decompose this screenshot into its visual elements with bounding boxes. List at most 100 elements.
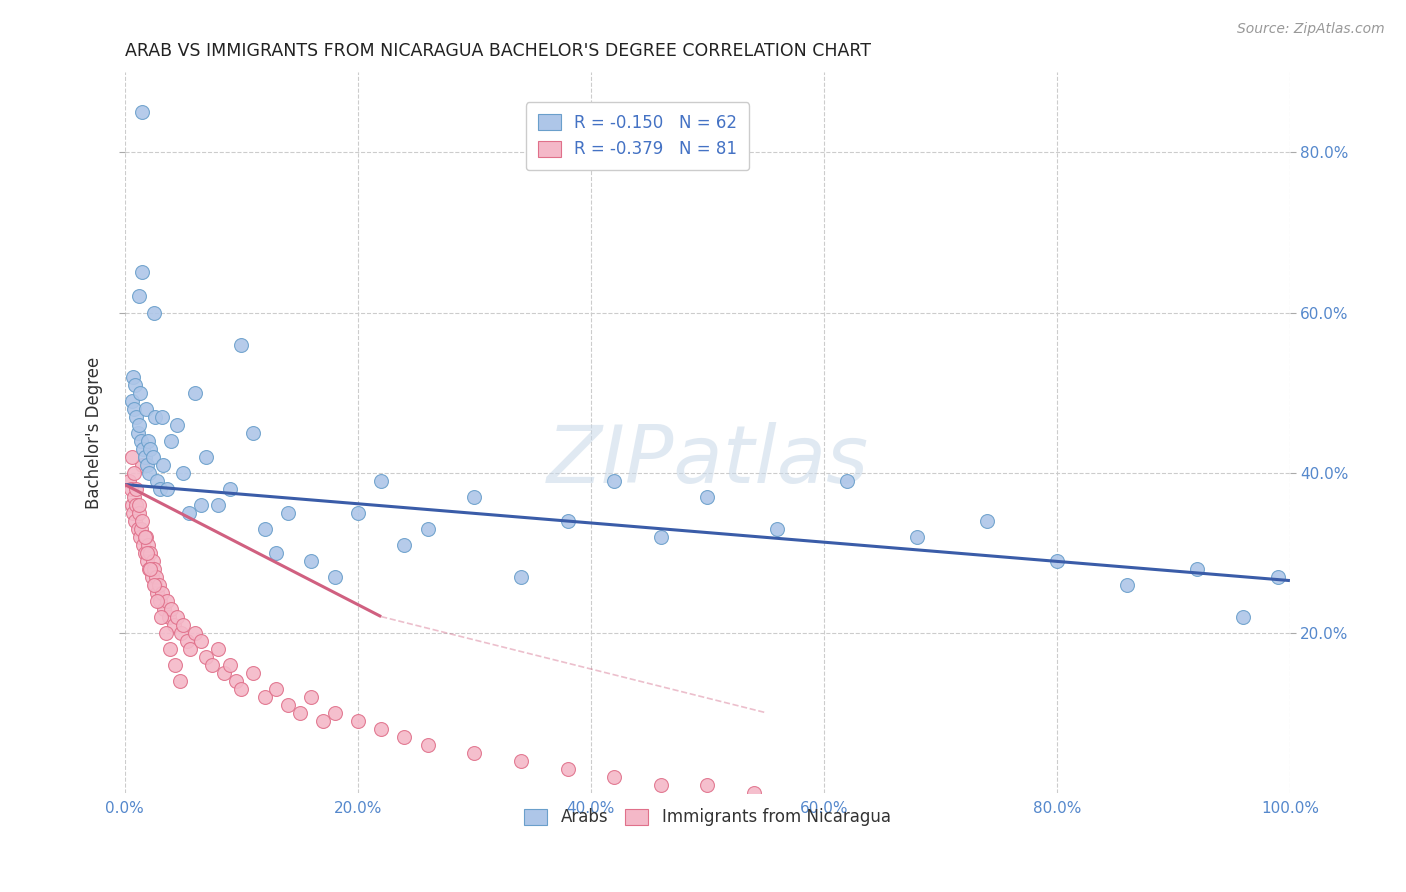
- Point: [242, 425, 264, 440]
- Point: [557, 514, 579, 528]
- Point: [163, 617, 186, 632]
- Point: [170, 625, 193, 640]
- Point: [510, 754, 533, 768]
- Point: [142, 553, 165, 567]
- Point: [277, 698, 299, 712]
- Legend: Arabs, Immigrants from Nicaragua: Arabs, Immigrants from Nicaragua: [516, 800, 898, 835]
- Point: [347, 506, 370, 520]
- Point: [156, 593, 179, 607]
- Point: [136, 553, 159, 567]
- Point: [212, 665, 235, 680]
- Point: [149, 593, 172, 607]
- Point: [122, 490, 145, 504]
- Point: [1267, 569, 1289, 583]
- Point: [156, 482, 179, 496]
- Point: [266, 681, 288, 696]
- Point: [136, 545, 159, 559]
- Point: [166, 609, 188, 624]
- Point: [129, 530, 152, 544]
- Point: [122, 506, 145, 520]
- Point: [141, 569, 163, 583]
- Point: [288, 706, 311, 720]
- Point: [122, 401, 145, 416]
- Point: [190, 498, 212, 512]
- Point: [184, 625, 207, 640]
- Point: [218, 482, 240, 496]
- Point: [394, 538, 416, 552]
- Point: [142, 450, 165, 464]
- Point: [131, 514, 153, 528]
- Point: [299, 690, 322, 704]
- Point: [323, 706, 346, 720]
- Point: [207, 641, 229, 656]
- Point: [557, 762, 579, 776]
- Point: [253, 690, 276, 704]
- Point: [231, 681, 253, 696]
- Point: [179, 641, 201, 656]
- Point: [143, 577, 166, 591]
- Point: [136, 458, 159, 472]
- Point: [976, 514, 998, 528]
- Point: [128, 506, 150, 520]
- Point: [370, 722, 392, 736]
- Point: [510, 569, 533, 583]
- Point: [122, 369, 145, 384]
- Point: [766, 522, 789, 536]
- Point: [603, 770, 626, 784]
- Point: [139, 561, 162, 575]
- Point: [145, 569, 167, 583]
- Point: [124, 377, 146, 392]
- Point: [129, 522, 152, 536]
- Point: [143, 409, 166, 424]
- Point: [128, 498, 150, 512]
- Point: [370, 474, 392, 488]
- Point: [160, 434, 183, 448]
- Point: [121, 498, 143, 512]
- Point: [242, 665, 264, 680]
- Point: [142, 577, 165, 591]
- Point: [160, 601, 183, 615]
- Point: [155, 625, 177, 640]
- Point: [124, 514, 146, 528]
- Point: [159, 641, 181, 656]
- Point: [416, 522, 439, 536]
- Point: [394, 730, 416, 744]
- Point: [127, 522, 149, 536]
- Point: [148, 577, 170, 591]
- Point: [1185, 561, 1208, 575]
- Point: [134, 450, 156, 464]
- Point: [1046, 553, 1069, 567]
- Text: ZIPatlas: ZIPatlas: [547, 422, 869, 500]
- Point: [118, 474, 141, 488]
- Point: [266, 545, 288, 559]
- Point: [195, 450, 218, 464]
- Point: [1232, 609, 1254, 624]
- Point: [218, 657, 240, 672]
- Point: [128, 417, 150, 432]
- Point: [135, 530, 157, 544]
- Point: [127, 425, 149, 440]
- Point: [176, 633, 198, 648]
- Point: [139, 442, 162, 456]
- Point: [157, 609, 180, 624]
- Point: [190, 633, 212, 648]
- Point: [142, 305, 165, 319]
- Point: [231, 337, 253, 351]
- Point: [131, 458, 153, 472]
- Point: [742, 786, 765, 800]
- Point: [1115, 577, 1137, 591]
- Point: [177, 506, 200, 520]
- Text: Source: ZipAtlas.com: Source: ZipAtlas.com: [1237, 22, 1385, 37]
- Point: [201, 657, 224, 672]
- Point: [134, 545, 156, 559]
- Point: [323, 569, 346, 583]
- Point: [131, 265, 153, 279]
- Point: [122, 466, 145, 480]
- Point: [277, 506, 299, 520]
- Point: [121, 393, 143, 408]
- Point: [149, 482, 172, 496]
- Point: [139, 545, 162, 559]
- Point: [166, 417, 188, 432]
- Point: [138, 561, 160, 575]
- Point: [650, 778, 672, 792]
